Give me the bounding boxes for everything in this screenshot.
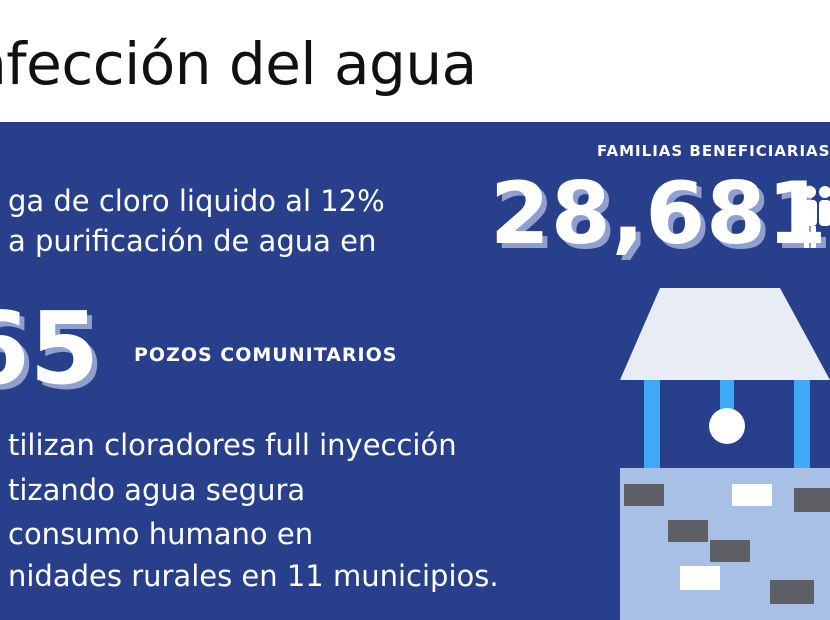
brick [624,484,664,506]
page-title: nfección del agua [0,30,477,98]
brick [680,566,720,590]
well-illustration [620,288,830,620]
families-number: 28,681 [490,164,828,264]
well-post-right [794,380,810,470]
description-line-6: nidades rurales en 11 municipios. [8,559,499,593]
brick [732,484,772,506]
brick [668,520,708,542]
wells-number: 65 [0,290,100,407]
well-post-left [644,380,660,470]
well-roof [620,288,830,380]
description-line-4: tizando agua segura [8,473,306,507]
families-label: FAMILIAS BENEFICIARIAS [597,142,830,160]
people-icon [803,186,830,248]
info-panel: FAMILIAS BENEFICIARIAS 28,681 ga de clor… [0,122,830,620]
brick [770,580,814,604]
description-line-1: ga de cloro liquido al 12% [8,184,385,218]
description-line-5: consumo humano en [8,517,314,551]
description-line-2: a purificación de agua en [8,224,377,258]
brick [710,540,750,562]
description-line-3: tilizan cloradores full inyección [8,428,457,462]
brick [794,488,830,512]
wells-label: POZOS COMUNITARIOS [134,344,398,366]
well-pulley [709,408,745,444]
